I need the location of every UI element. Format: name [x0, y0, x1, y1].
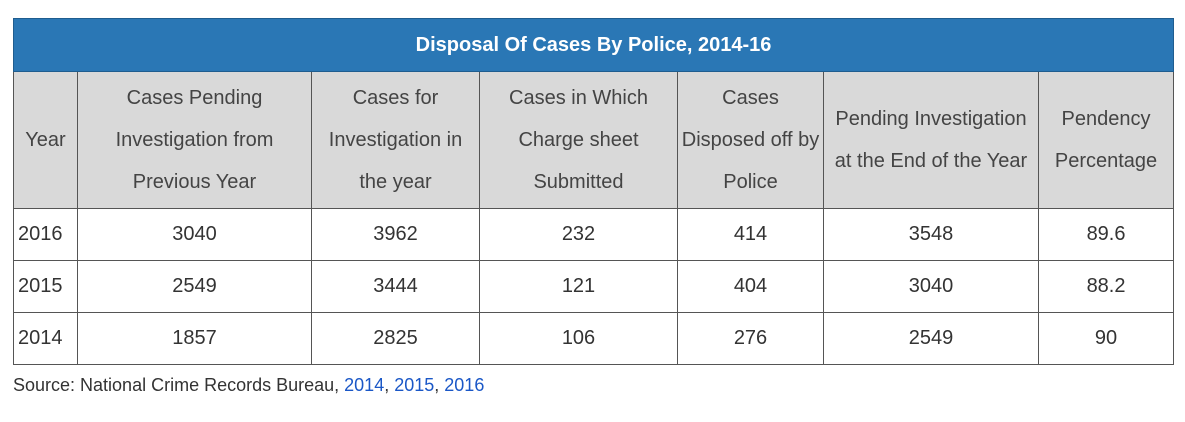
cell-pendency-percentage: 90 [1037, 312, 1175, 365]
cell-pending-end-year: 2549 [823, 312, 1039, 365]
data-table-container: Disposal Of Cases By Police, 2014-16 Yea… [12, 18, 1175, 396]
cell-cases-for-investigation: 3962 [311, 208, 480, 261]
header-pending-end-year: Pending Investigation at the End of the … [823, 71, 1039, 209]
source-prefix: Source: National Crime Records Bureau, [13, 375, 345, 395]
header-row: Year Cases Pending Investigation from Pr… [13, 71, 1175, 209]
cell-pendency-percentage: 89.6 [1037, 208, 1175, 261]
header-pending-previous: Cases Pending Investigation from Previou… [77, 71, 312, 209]
cell-disposed-by-police: 414 [677, 208, 824, 261]
cell-chargesheet-submitted: 121 [479, 260, 678, 313]
cell-chargesheet-submitted: 232 [479, 208, 678, 261]
cell-cases-for-investigation: 2825 [311, 312, 480, 365]
header-year: Year [13, 71, 78, 209]
cell-year: 2014 [13, 312, 78, 365]
cell-pending-previous: 3040 [77, 208, 312, 261]
cell-pending-previous: 1857 [77, 312, 312, 365]
cell-disposed-by-police: 276 [677, 312, 824, 365]
cell-cases-for-investigation: 3444 [311, 260, 480, 313]
cell-year: 2016 [13, 208, 78, 261]
source-link-2014[interactable]: 2014 [344, 375, 385, 395]
table-row: 2015 2549 3444 121 404 3040 88.2 [13, 260, 1175, 313]
cell-year: 2015 [13, 260, 78, 313]
cell-pending-end-year: 3548 [823, 208, 1039, 261]
cell-chargesheet-submitted: 106 [479, 312, 678, 365]
header-chargesheet-submitted: Cases in Which Charge sheet Submitted [479, 71, 678, 209]
table-row: 2014 1857 2825 106 276 2549 90 [13, 312, 1175, 365]
source-link-2016[interactable]: 2016 [444, 375, 485, 395]
source-note: Source: National Crime Records Bureau, 2… [13, 375, 1173, 396]
header-disposed-by-police: Cases Disposed off by Police [677, 71, 824, 209]
source-link-2015[interactable]: 2015 [394, 375, 435, 395]
header-pendency-percentage: Pendency Percentage [1037, 71, 1175, 209]
source-separator: , [434, 375, 445, 395]
table-row: 2016 3040 3962 232 414 3548 89.6 [13, 208, 1175, 261]
cell-pending-previous: 2549 [77, 260, 312, 313]
table-title: Disposal Of Cases By Police, 2014-16 [12, 18, 1175, 72]
header-cases-for-investigation: Cases for Investigation in the year [311, 71, 480, 209]
source-separator: , [384, 375, 395, 395]
cell-pending-end-year: 3040 [823, 260, 1039, 313]
cell-disposed-by-police: 404 [677, 260, 824, 313]
disposal-table: Disposal Of Cases By Police, 2014-16 Yea… [12, 18, 1175, 365]
cell-pendency-percentage: 88.2 [1037, 260, 1175, 313]
